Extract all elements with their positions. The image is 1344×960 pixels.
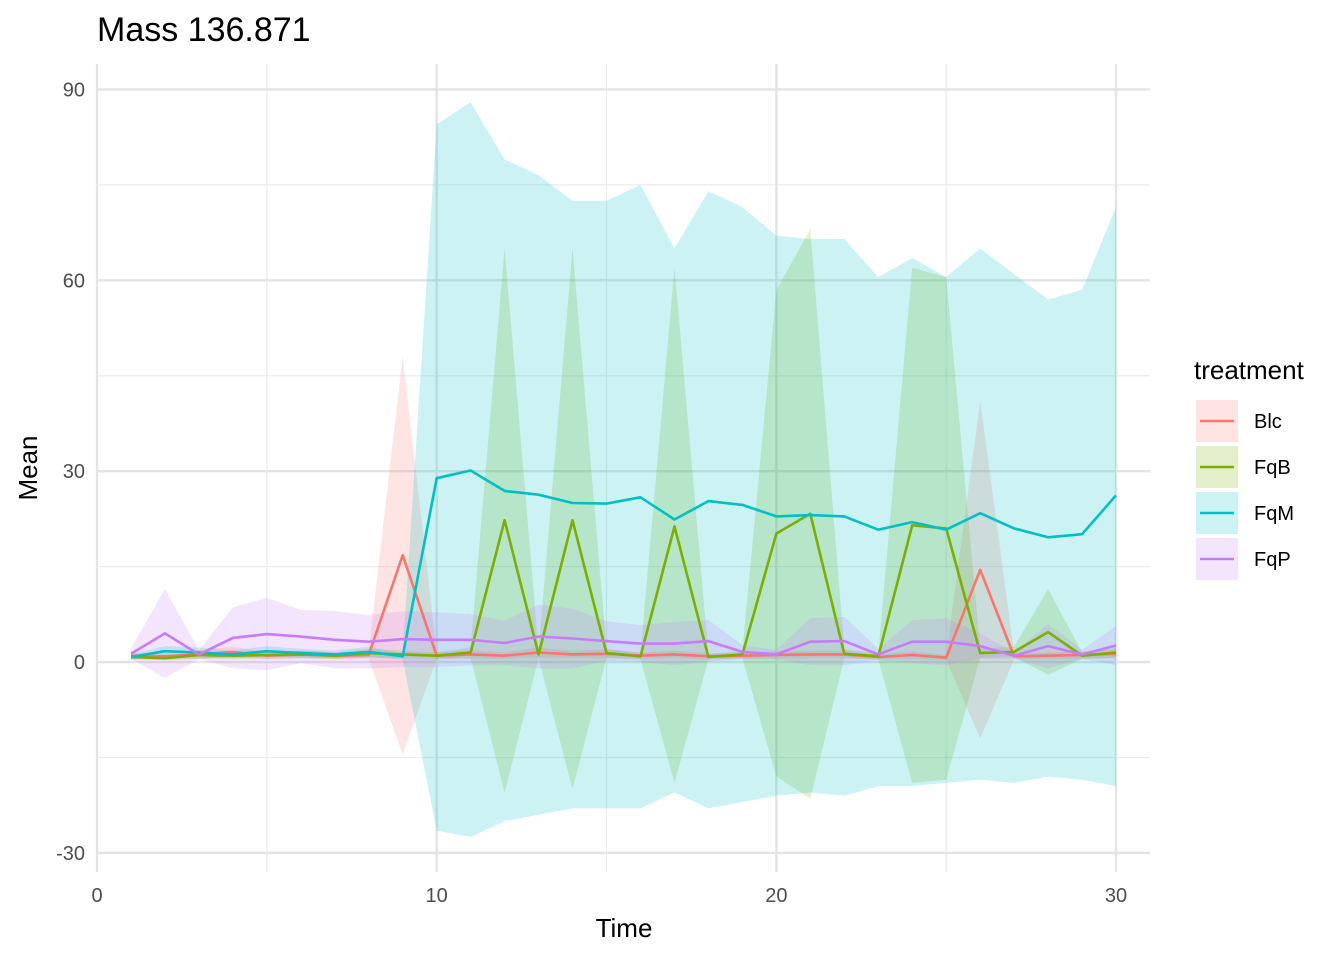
legend: treatment Blc FqB FqM FqP [1194, 355, 1305, 580]
legend-label-fqp: FqP [1254, 549, 1291, 571]
legend-label-fqb: FqB [1254, 457, 1291, 479]
legend-label-fqm: FqM [1254, 503, 1294, 525]
x-axis-ticks: 0 10 20 30 [91, 885, 1127, 907]
line-fqp [130, 632, 1117, 658]
x-tick-label: 20 [765, 885, 787, 907]
x-tick-label: 30 [1105, 885, 1127, 907]
y-tick-label: 60 [63, 270, 85, 292]
y-tick-label: 90 [63, 79, 85, 101]
x-axis-title: Time [596, 913, 653, 943]
y-tick-label: -30 [56, 843, 85, 865]
line-fqm [130, 469, 1117, 659]
legend-label-blc: Blc [1254, 411, 1282, 433]
y-tick-label: 30 [63, 461, 85, 483]
ribbons [131, 102, 1116, 837]
x-tick-label: 0 [91, 885, 102, 907]
legend-title: treatment [1194, 355, 1305, 385]
line-fqb [130, 512, 1117, 660]
grid [95, 64, 1150, 872]
ribbon-fqm [131, 102, 1116, 837]
chart-title: Mass 136.871 [97, 11, 311, 49]
series-lines [130, 469, 1117, 660]
x-tick-label: 10 [426, 885, 448, 907]
y-axis-ticks: -30 0 30 60 90 [56, 79, 85, 864]
y-tick-label: 0 [74, 652, 85, 674]
y-axis-title: Mean [13, 435, 43, 500]
